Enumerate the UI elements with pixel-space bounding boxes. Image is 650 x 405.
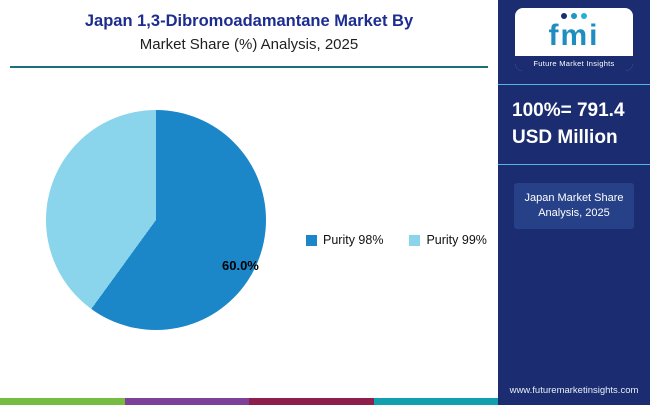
chart-title-line2: Market Share (%) Analysis, 2025 bbox=[139, 36, 359, 53]
market-value-line2: USD Million bbox=[512, 127, 618, 148]
market-value-line1: 100%= 791.4 bbox=[512, 100, 625, 121]
footer-strip-segment bbox=[124, 398, 249, 405]
sidebar-divider bbox=[498, 164, 650, 165]
market-value-headline: 100%= 791.4 USD Million bbox=[498, 85, 650, 151]
person-icon bbox=[581, 13, 587, 19]
legend: Purity 98% Purity 99% bbox=[306, 233, 487, 247]
logo-caption: Future Market Insights bbox=[515, 56, 633, 71]
footer-strip-segment bbox=[249, 398, 374, 405]
legend-label-purity-98: Purity 98% bbox=[323, 233, 384, 247]
legend-swatch-purity-98 bbox=[306, 234, 317, 246]
pie-data-label: 60.0% bbox=[222, 258, 259, 273]
analysis-tag: Japan Market Share Analysis, 2025 bbox=[514, 183, 634, 229]
footer-strip-segment bbox=[373, 398, 498, 405]
legend-item-purity-99: Purity 99% bbox=[409, 233, 487, 247]
fmi-logo: fmi Future Market Insights bbox=[515, 8, 633, 71]
footer-color-strip bbox=[0, 398, 498, 405]
website-link[interactable]: www.futuremarketinsights.com bbox=[509, 385, 639, 396]
chart-title-line1: Japan 1,3-Dibromoadamantane Market By bbox=[84, 12, 414, 30]
person-icon bbox=[571, 13, 577, 19]
chart-header: Japan 1,3-Dibromoadamantane Market By Ma… bbox=[0, 0, 498, 57]
header-divider bbox=[10, 66, 488, 68]
chart-panel: Japan 1,3-Dibromoadamantane Market By Ma… bbox=[0, 0, 498, 405]
legend-swatch-purity-99 bbox=[409, 234, 421, 246]
brand-sidebar: fmi Future Market Insights 100%= 791.4 U… bbox=[498, 0, 650, 405]
analysis-tag-line2: Analysis, 2025 bbox=[538, 207, 610, 219]
legend-item-purity-98: Purity 98% bbox=[306, 233, 383, 247]
logo-people-icon bbox=[515, 13, 633, 19]
person-icon bbox=[561, 13, 567, 19]
sidebar-divider bbox=[498, 84, 650, 85]
logo-wordmark: fmi bbox=[548, 19, 600, 52]
footer-strip-segment bbox=[0, 398, 125, 405]
pie-chart bbox=[46, 110, 266, 330]
legend-label-purity-99: Purity 99% bbox=[426, 233, 487, 247]
pie-wrap: 60.0% bbox=[46, 110, 266, 330]
analysis-tag-line1: Japan Market Share bbox=[524, 192, 624, 204]
